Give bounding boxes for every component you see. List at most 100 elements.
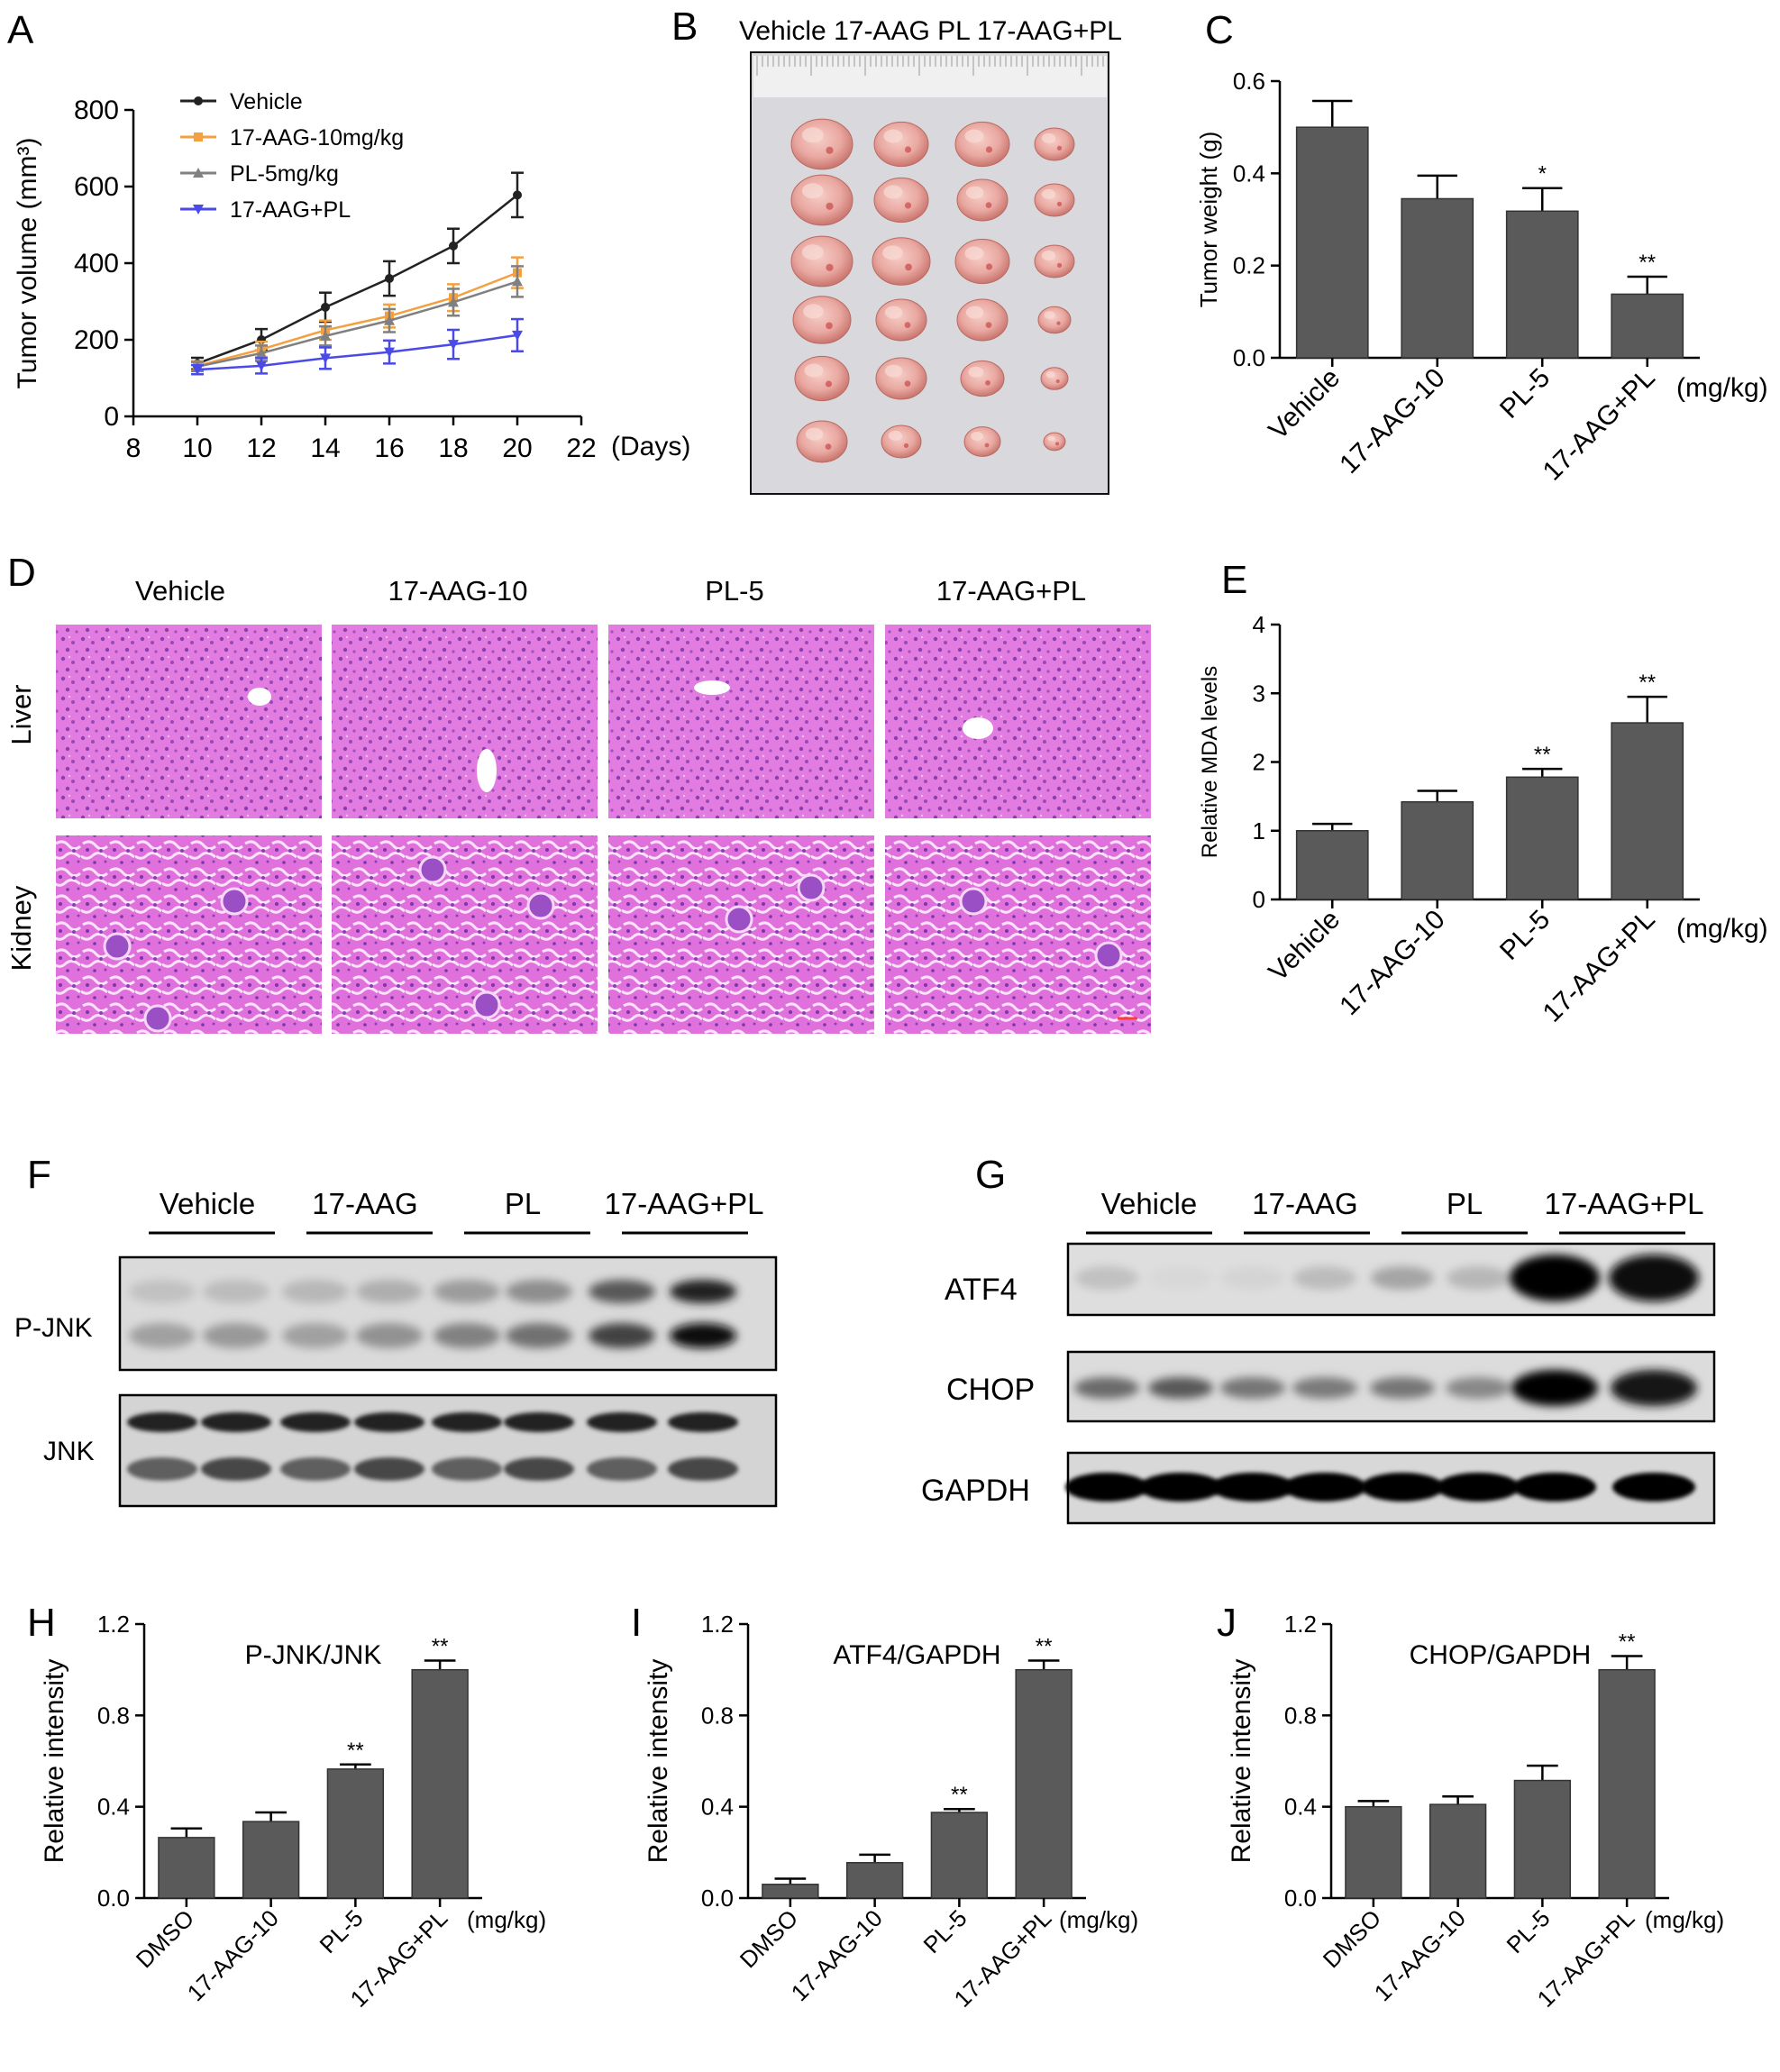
bar <box>845 1861 904 1899</box>
blot-f-label-jnk: JNK <box>43 1437 95 1466</box>
glomerulus <box>959 887 988 916</box>
blot-band <box>127 1457 197 1481</box>
blot-f-group-17aag: 17-AAG <box>312 1187 417 1220</box>
tumor <box>1037 306 1072 334</box>
tumor-body <box>875 298 927 342</box>
blot-f-bands <box>127 1280 738 1481</box>
category-label: 17-AAG-10 <box>182 1904 284 2006</box>
glomerulus <box>103 932 132 961</box>
histology-col-pl: PL-5 <box>705 575 763 607</box>
x-tick-label: 8 <box>126 434 141 463</box>
tumor-highlight <box>888 430 903 441</box>
blot-band <box>1447 1266 1510 1290</box>
tumor-highlight <box>971 432 983 441</box>
bar <box>1345 1805 1402 1899</box>
tumor-body <box>963 426 1001 457</box>
tumor-blood-spot <box>985 263 993 270</box>
tumor <box>1040 367 1069 390</box>
unit-label: (mg/kg) <box>1059 1906 1138 1933</box>
category-label: 17-AAG-10 <box>1369 1904 1471 2006</box>
blot-band <box>1283 1473 1366 1502</box>
tumor-highlight <box>1041 132 1056 143</box>
y-axis-label: Relative MDA levels <box>1198 666 1222 858</box>
blot-band <box>1075 1266 1138 1290</box>
tumor-highlight <box>801 127 824 143</box>
bar <box>1505 776 1579 900</box>
histology-col-combo: 17-AAG+PL <box>936 575 1086 607</box>
blot-band <box>434 1280 500 1303</box>
tumor <box>790 174 853 226</box>
tumor-highlight <box>801 183 824 199</box>
blot-band <box>201 1457 271 1481</box>
data-point <box>512 330 523 341</box>
data-point <box>256 361 267 371</box>
histology-col-vehicle: Vehicle <box>135 575 225 607</box>
blot-g-group-vehicle: Vehicle <box>1101 1187 1197 1220</box>
category-label: 17-AAG+PL <box>1538 363 1661 487</box>
kidney-image <box>332 835 598 1034</box>
y-tick-label: 0.4 <box>1284 1794 1317 1821</box>
panel-j-bar-chart: 0.0 0.4 0.8 1.2 Relative intensity CHOP/GAPDH… <box>1227 1611 1724 2013</box>
tumor <box>790 235 853 288</box>
tumor-body <box>954 238 1010 285</box>
unit-label: (mg/kg) <box>1676 914 1768 944</box>
blot-band <box>1220 1377 1285 1399</box>
blot-g-label-atf4: ATF4 <box>945 1273 1018 1307</box>
category-label: PL-5 <box>918 1904 972 1958</box>
category-label: 17-AAG-10 <box>1334 363 1450 479</box>
legend-entry: Vehicle <box>230 89 303 114</box>
tumor-blood-spot <box>826 322 833 330</box>
tumor-blood-spot <box>985 146 993 153</box>
blot-band <box>1371 1266 1434 1290</box>
y-tick-label: 1.2 <box>97 1611 130 1638</box>
tumor <box>1034 183 1075 217</box>
data-point <box>448 297 459 307</box>
panel-letter-c: C <box>1205 8 1234 52</box>
panel-letter-i: I <box>631 1601 642 1645</box>
bar <box>1505 210 1579 359</box>
tumor-body <box>1034 183 1075 217</box>
tumor-grid <box>790 118 1075 463</box>
tumor <box>790 118 853 170</box>
panel-f-western-blot: Vehicle 17-AAG PL 17-AAG+PL P-JNK JNK <box>14 1187 778 1508</box>
tumor-highlight <box>1047 435 1055 442</box>
blot-f-label-pjnk: P-JNK <box>14 1313 93 1343</box>
tumor-body <box>956 298 1009 342</box>
bar <box>242 1821 300 1899</box>
bar <box>1598 1668 1656 1899</box>
tumor-blood-spot <box>1056 321 1061 325</box>
tumor-highlight <box>964 246 984 260</box>
ruler-ticks <box>756 56 1104 76</box>
bar <box>1429 1803 1487 1899</box>
y-axis-label: Tumor volume (mm³) <box>13 138 42 389</box>
tumor-body <box>1034 127 1075 161</box>
tumor-highlight <box>965 186 984 199</box>
y-axis-label: Relative intensity <box>1227 1659 1256 1864</box>
tumor-highlight <box>1041 250 1056 260</box>
histology-col-17aag: 17-AAG-10 <box>388 575 527 607</box>
blot-band <box>127 1412 197 1432</box>
tumor-blood-spot <box>904 322 911 328</box>
glomerulus <box>418 855 447 884</box>
significance-label: ** <box>1619 1629 1636 1654</box>
blot-band <box>432 1457 502 1481</box>
tumor-highlight <box>803 304 824 319</box>
series-line <box>196 333 518 371</box>
y-tick-label: 0.0 <box>701 1885 734 1912</box>
tumor-body <box>873 177 929 224</box>
series-2 <box>191 265 524 373</box>
y-tick-label: 0.0 <box>1233 344 1265 371</box>
tumor-highlight <box>883 129 903 143</box>
y-tick-label: 0.4 <box>1233 160 1265 187</box>
significance-label: ** <box>1639 251 1656 275</box>
tumor-body <box>954 121 1010 168</box>
tumor <box>954 121 1010 168</box>
blot-f-pjnk-membrane <box>118 1255 778 1372</box>
panel-letter-b: B <box>671 5 698 49</box>
blot-band <box>1611 1370 1697 1406</box>
histology-images <box>56 625 1151 1034</box>
blot-band <box>1293 1266 1356 1290</box>
panel-e-bar-chart: 0 1 2 3 4 Relative MDA levels Vehicle17-AAG-10… <box>1198 611 1768 1028</box>
